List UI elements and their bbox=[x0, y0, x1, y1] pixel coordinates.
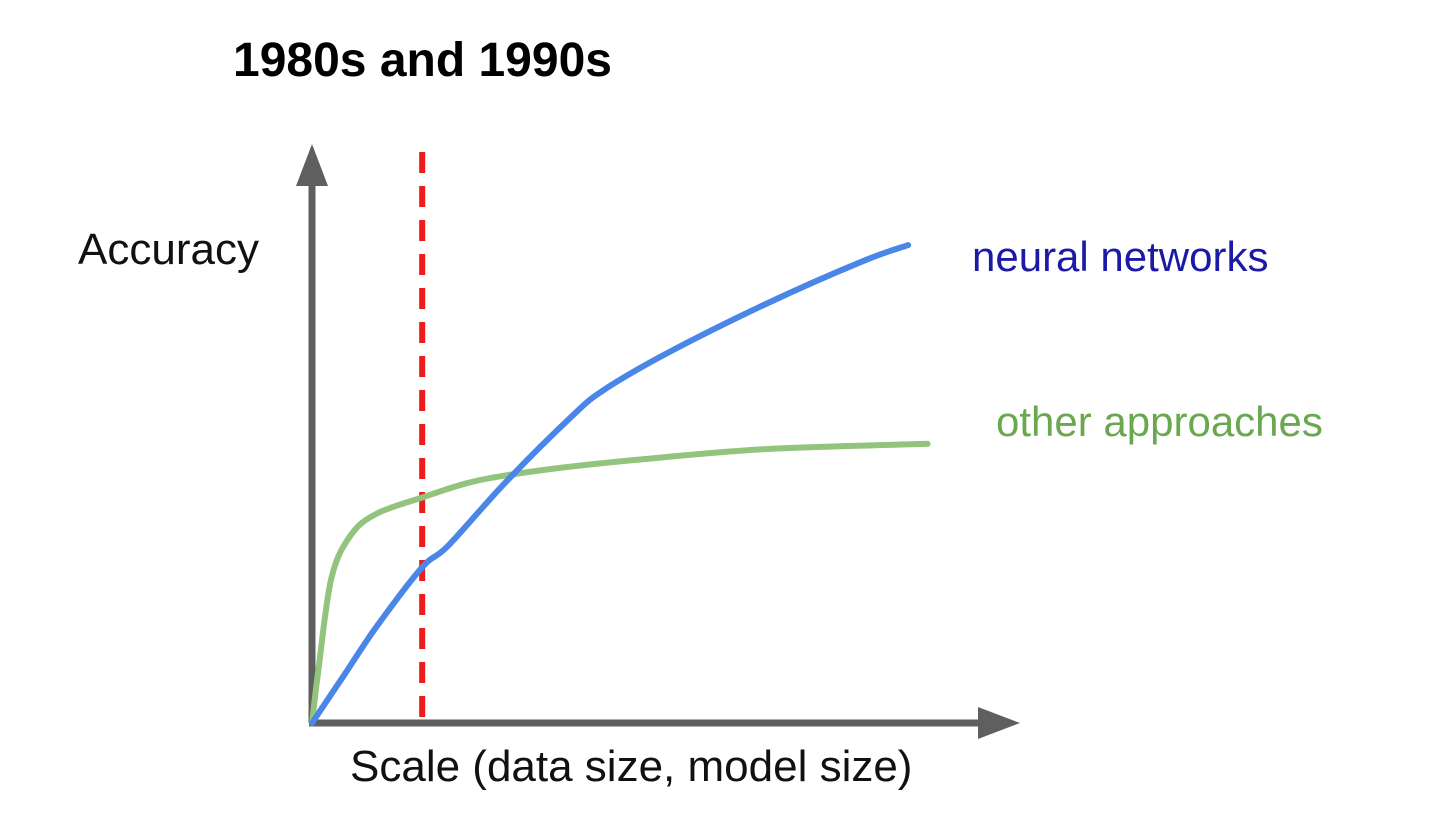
x-axis-arrow-icon bbox=[978, 707, 1020, 739]
chart-title: 1980s and 1990s bbox=[233, 34, 612, 87]
series-line-other-approaches bbox=[309, 440, 931, 726]
series-line-neural-networks bbox=[309, 242, 912, 726]
y-axis-label: Accuracy bbox=[78, 225, 259, 274]
y-axis-arrow-icon bbox=[296, 144, 328, 186]
series-label-other-approaches: other approaches bbox=[996, 398, 1323, 445]
series-label-neural-networks: neural networks bbox=[972, 233, 1268, 280]
series-layer bbox=[309, 242, 931, 726]
x-axis-label: Scale (data size, model size) bbox=[350, 742, 912, 791]
